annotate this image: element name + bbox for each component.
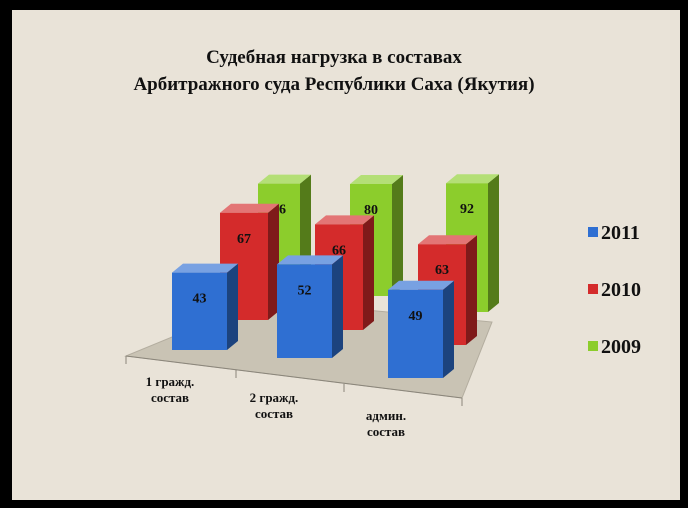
bar-top: [258, 174, 311, 184]
x-tick-label: 2 гражд. состав: [249, 390, 299, 421]
bar-side: [363, 215, 374, 330]
bar: [388, 280, 454, 378]
data-label: 49: [409, 309, 423, 324]
bar-top: [388, 280, 454, 290]
bar-side: [227, 263, 238, 350]
bar-side: [268, 203, 279, 320]
bar-front: [277, 264, 332, 358]
x-tick-label: 1 гражд. состав: [145, 374, 195, 405]
bar-front: [172, 272, 227, 350]
data-label: 52: [298, 283, 312, 298]
data-label: 80: [364, 203, 378, 218]
bar-top: [220, 203, 279, 213]
bar-top: [315, 215, 374, 225]
data-label: 67: [237, 232, 251, 247]
x-tick-label: админ. состав: [365, 408, 407, 439]
floor-edge: [125, 355, 463, 399]
bar-side: [332, 255, 343, 358]
legend-label: 2010: [601, 279, 641, 301]
bar-side: [443, 280, 454, 378]
bar-top: [350, 175, 403, 184]
legend-swatch: [588, 284, 598, 294]
data-label: 43: [193, 292, 207, 307]
bar-top: [172, 263, 238, 273]
data-label: 92: [460, 202, 474, 217]
bar-front: [388, 289, 443, 378]
bar-side: [466, 235, 477, 345]
bar: [172, 263, 238, 350]
data-label: 66: [332, 243, 346, 258]
bar-top: [418, 235, 477, 245]
bar-side: [392, 175, 403, 296]
legend-swatch: [588, 227, 598, 237]
bar-top: [277, 255, 343, 265]
bar-side: [488, 174, 499, 312]
legend-swatch: [588, 341, 598, 351]
legend-label: 2009: [601, 336, 641, 358]
legend-label: 2011: [601, 222, 640, 244]
data-label: 63: [435, 263, 449, 278]
bar-top: [446, 174, 499, 184]
bar: [277, 255, 343, 358]
chart-title: Судебная нагрузка в составах Арбитражног…: [133, 47, 535, 95]
